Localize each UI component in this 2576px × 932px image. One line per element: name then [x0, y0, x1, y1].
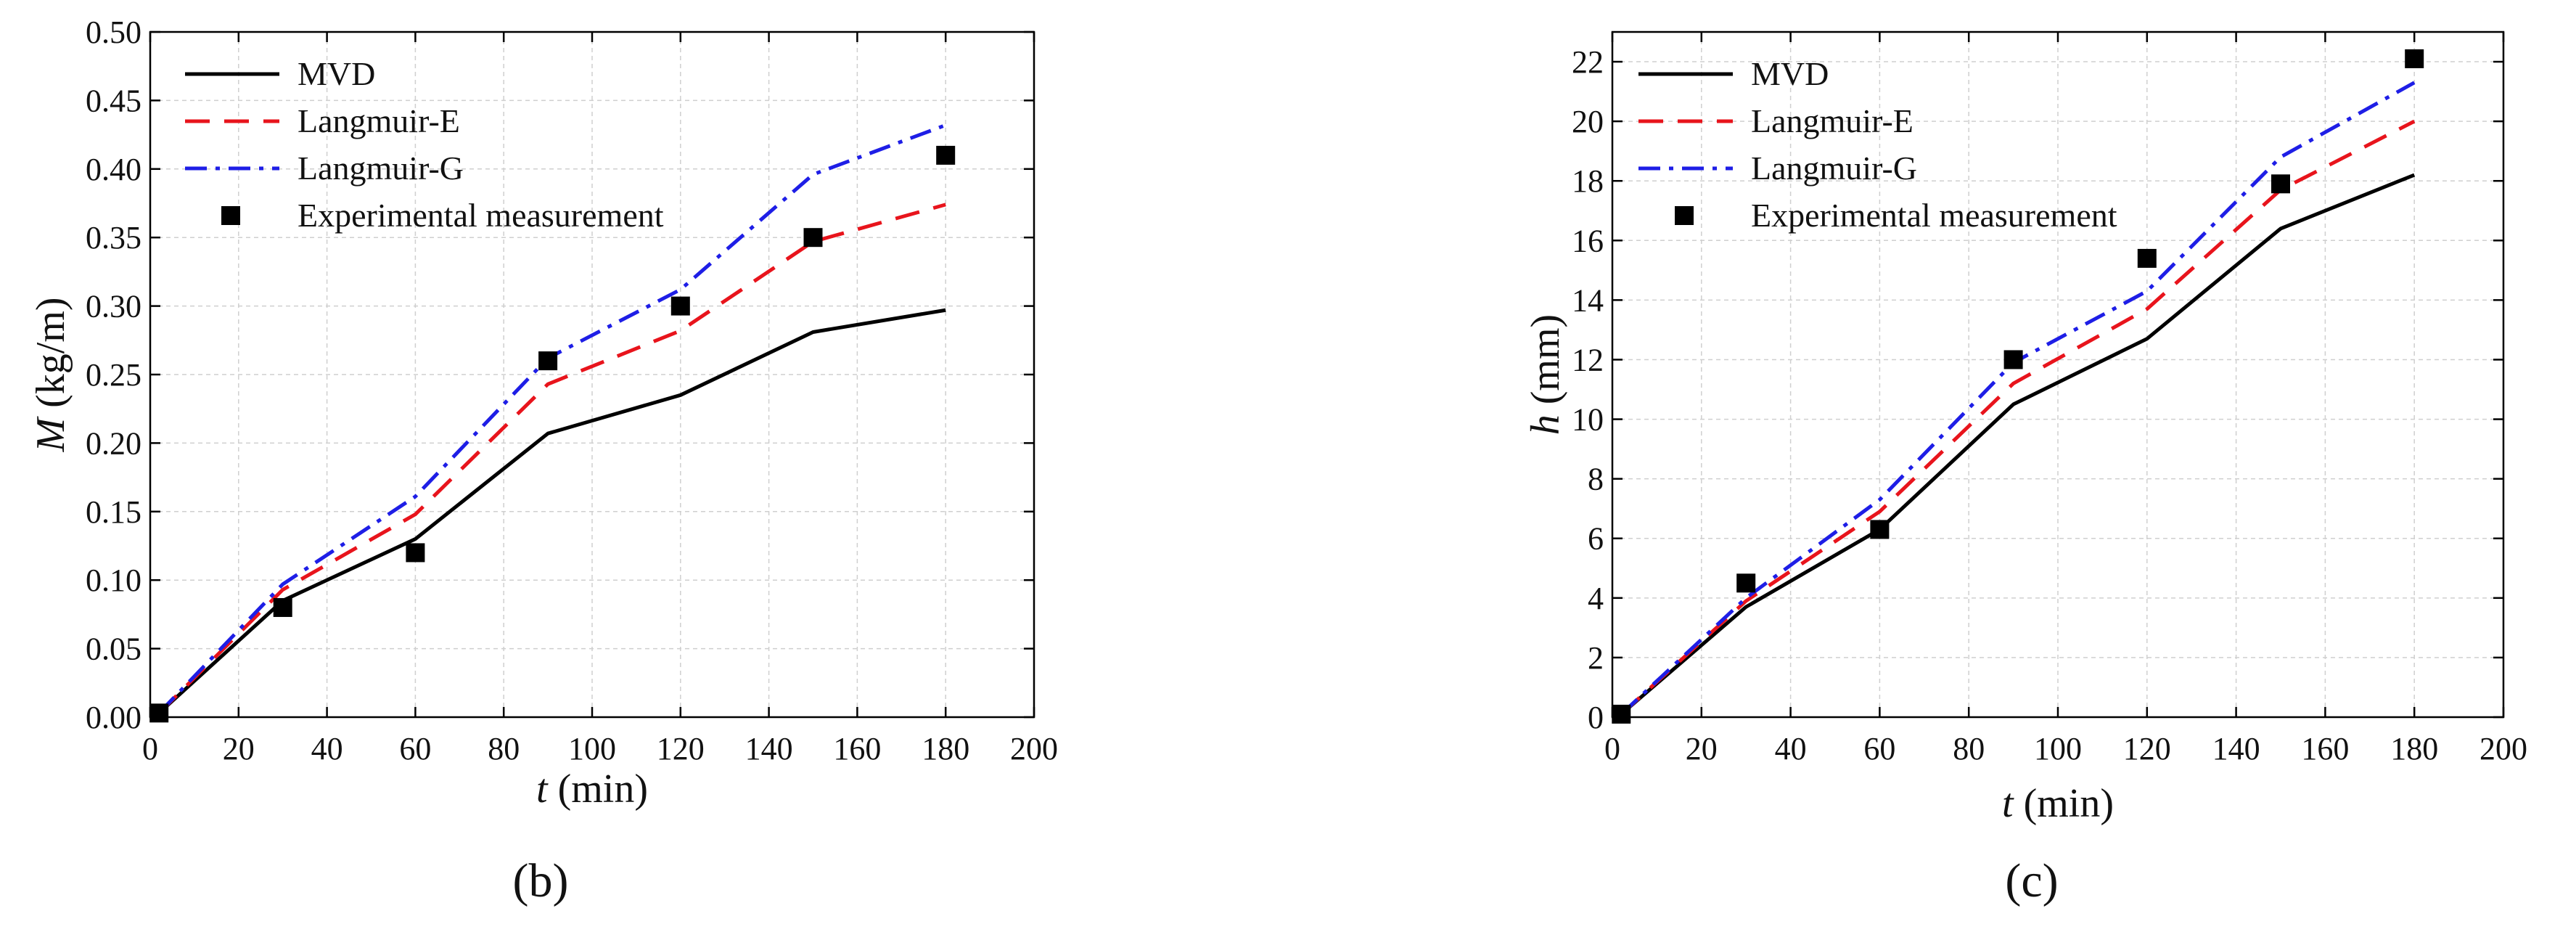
y-tick-label: 8: [1588, 462, 1604, 497]
y-tick-label: 0.25: [86, 357, 141, 393]
y-tick-label: 0.45: [86, 83, 141, 118]
x-tick-label: 200: [2479, 731, 2527, 767]
x-tick-label: 80: [1953, 731, 1985, 767]
y-tick-label: 10: [1572, 402, 1604, 438]
series-line-langmuir-g: [1620, 81, 2416, 716]
data-point: [1612, 704, 1631, 724]
x-tick-label: 120: [657, 731, 705, 767]
x-axis-title: t (min): [536, 767, 648, 812]
y-axis-symbol: h: [1523, 414, 1568, 435]
x-tick-label: 160: [833, 731, 881, 767]
legend-marker: [1675, 206, 1694, 225]
y-tick-label: 0: [1588, 700, 1604, 735]
legend-label: Experimental measurement: [298, 197, 664, 234]
x-tick-label: 100: [2034, 731, 2082, 767]
panel-label: (c): [2005, 854, 2058, 907]
x-axis-unit: (min): [2014, 781, 2114, 826]
series-line-mvd: [1620, 173, 2416, 716]
y-tick-label: 0.00: [86, 700, 141, 735]
x-tick-label: 40: [311, 731, 343, 767]
data-point: [936, 145, 956, 165]
data-point: [2405, 49, 2424, 68]
x-tick-label: 180: [2390, 731, 2438, 767]
legend-marker: [221, 206, 240, 225]
y-tick-label: 22: [1572, 44, 1604, 80]
x-tick-label: 20: [223, 731, 255, 767]
y-axis-unit: (mm): [1523, 314, 1568, 414]
data-point: [2271, 174, 2290, 194]
y-tick-label: 12: [1572, 342, 1604, 377]
data-point: [1870, 520, 1890, 539]
x-axis-symbol: t: [2002, 781, 2014, 826]
y-tick-label: 16: [1572, 223, 1604, 258]
y-tick-label: 14: [1572, 282, 1604, 318]
y-tick-label: 0.40: [86, 152, 141, 187]
x-tick-label: 20: [1686, 731, 1718, 767]
x-tick-label: 0: [142, 731, 158, 767]
y-tick-label: 0.15: [86, 494, 141, 530]
y-tick-label: 6: [1588, 521, 1604, 557]
y-axis-title: h (mm): [1523, 314, 1568, 435]
x-tick-label: 0: [1604, 731, 1620, 767]
x-tick-label: 160: [2301, 731, 2349, 767]
series-line-langmuir-e: [157, 203, 946, 715]
data-point: [149, 703, 169, 723]
data-point: [538, 351, 558, 371]
x-axis-symbol: t: [536, 767, 549, 812]
legend-label: Experimental measurement: [1751, 197, 2117, 234]
x-tick-label: 60: [399, 731, 431, 767]
x-tick-label: 200: [1010, 731, 1058, 767]
y-tick-label: 0.30: [86, 289, 141, 324]
legend-label: MVD: [298, 55, 375, 92]
x-tick-label: 180: [922, 731, 969, 767]
y-axis-unit: (kg/m): [28, 297, 73, 417]
y-axis-title: M (kg/m): [28, 297, 73, 452]
y-tick-label: 0.20: [86, 425, 141, 461]
x-tick-label: 140: [745, 731, 793, 767]
data-point: [1736, 573, 1756, 593]
plot-frame: [1611, 30, 2505, 719]
y-axis-symbol: M: [28, 416, 73, 453]
x-tick-label: 40: [1775, 731, 1807, 767]
legend-label: Langmuir-G: [298, 150, 464, 187]
y-tick-label: 18: [1572, 163, 1604, 199]
x-tick-label: 80: [488, 731, 520, 767]
x-tick-label: 60: [1863, 731, 1895, 767]
legend-label: Langmuir-G: [1751, 150, 1917, 187]
y-tick-label: 0.10: [86, 563, 141, 598]
y-tick-label: 2: [1588, 640, 1604, 676]
data-point: [2003, 350, 2023, 369]
legend-label: Langmuir-E: [298, 102, 460, 139]
panel-label: (b): [513, 854, 569, 907]
chart-1: 0 20 40 60 80 100 120 140 160 180 200 0 2 4 6 8 10 12 14 16…: [1523, 30, 2527, 907]
y-tick-label: 4: [1588, 581, 1604, 616]
data-point: [2137, 248, 2157, 268]
y-tick-label: 0.35: [86, 220, 141, 256]
x-tick-label: 120: [2123, 731, 2171, 767]
legend-label: MVD: [1751, 55, 1829, 92]
y-tick-label: 0.50: [86, 15, 141, 50]
x-axis-unit: (min): [548, 767, 648, 812]
x-tick-label: 100: [568, 731, 616, 767]
chart-0: 0 20 40 60 80 100 120 140 160 180 200 0.00 0.05 0.10 0…: [28, 15, 1058, 907]
y-tick-label: 20: [1572, 104, 1604, 139]
data-point: [406, 543, 425, 563]
legend-label: Langmuir-E: [1751, 102, 1913, 139]
data-point: [670, 296, 690, 316]
x-axis-title: t (min): [2002, 781, 2114, 826]
y-tick-label: 0.05: [86, 631, 141, 667]
data-point: [803, 228, 823, 248]
x-tick-label: 140: [2212, 731, 2260, 767]
data-point: [273, 597, 292, 617]
